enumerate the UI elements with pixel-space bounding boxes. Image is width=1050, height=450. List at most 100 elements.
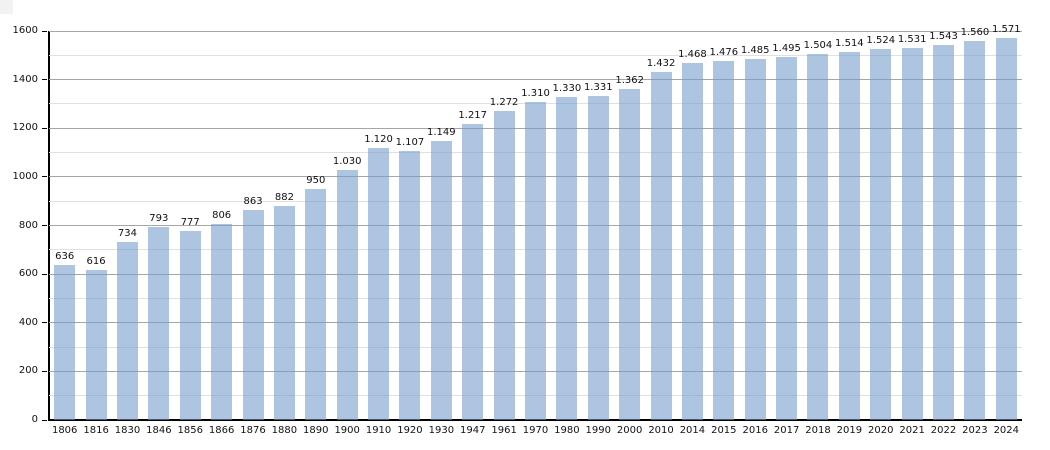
y-axis-label: 1200 xyxy=(12,122,38,134)
x-axis-label: 2014 xyxy=(679,425,706,436)
bar-1880 xyxy=(273,205,295,420)
bar-value-label: 1.485 xyxy=(740,44,770,56)
bar-value-label: 734 xyxy=(117,227,137,239)
bar-value-label: 1.272 xyxy=(489,96,519,108)
bar-1990 xyxy=(587,96,609,420)
bar-1910 xyxy=(368,147,390,420)
bar-1920 xyxy=(399,150,421,420)
bar-1806 xyxy=(54,265,76,420)
y-axis-tick xyxy=(42,273,47,275)
bar-value-label: 1.217 xyxy=(458,110,488,122)
bar-value-label: 863 xyxy=(243,196,263,208)
y-axis-label: 800 xyxy=(18,219,38,231)
bar-2023 xyxy=(964,40,986,420)
bar-value-label: 806 xyxy=(212,210,232,222)
bar-value-label: 1.120 xyxy=(364,133,393,145)
major-gridline xyxy=(49,79,1022,81)
bar-value-label: 1.310 xyxy=(521,87,550,99)
y-axis-tick xyxy=(42,419,47,421)
bar-1876 xyxy=(242,210,264,420)
bar-value-label: 1.030 xyxy=(332,155,362,167)
bar-1856 xyxy=(179,231,201,420)
x-axis-label: 1980 xyxy=(554,425,580,436)
bar-value-label: 950 xyxy=(306,175,326,187)
bar-2021 xyxy=(901,47,923,420)
x-axis-label: 2000 xyxy=(616,425,643,436)
bar-value-label: 1.543 xyxy=(929,30,958,42)
y-axis-tick xyxy=(42,127,47,129)
bar-1970 xyxy=(525,101,546,420)
bar-1816 xyxy=(85,270,107,420)
bar-value-label: 1.495 xyxy=(772,42,801,54)
bar-1900 xyxy=(336,169,358,420)
bar-value-label: 777 xyxy=(180,217,200,229)
x-axis-label: 2019 xyxy=(836,425,863,436)
bar-value-label: 1.331 xyxy=(583,82,613,94)
bar-1980 xyxy=(556,96,578,420)
bar-2000 xyxy=(619,88,641,420)
x-axis-label: 1876 xyxy=(240,425,266,436)
y-axis-tick xyxy=(42,370,47,372)
x-axis-label: 2010 xyxy=(648,425,674,436)
plot-area: 636 616 734 793 777 806 863 882 950 1.030 1.120 1.1… xyxy=(48,24,1022,421)
bar-value-label: 1.362 xyxy=(615,74,644,86)
bar-2016 xyxy=(744,58,766,420)
x-axis-label: 1961 xyxy=(491,425,517,436)
bar-value-label: 882 xyxy=(274,191,294,203)
x-axis-label: 1910 xyxy=(365,425,392,436)
x-axis-label: 1890 xyxy=(303,425,329,436)
bar-1930 xyxy=(430,140,452,420)
bar-2010 xyxy=(650,71,672,420)
x-axis-label: 2018 xyxy=(805,425,831,436)
bar-2020 xyxy=(870,49,892,420)
x-axis-label: 1930 xyxy=(428,425,455,436)
x-axis-label: 1990 xyxy=(585,425,611,436)
bar-value-label: 636 xyxy=(55,251,75,263)
bar-value-label: 1.432 xyxy=(646,57,676,69)
corner-artifact xyxy=(0,0,13,14)
x-axis-label: 1947 xyxy=(459,425,486,436)
x-axis-label: 1846 xyxy=(146,425,172,436)
x-axis-label: 2020 xyxy=(868,425,894,436)
minor-gridline xyxy=(49,54,1022,56)
x-axis-label: 1866 xyxy=(208,425,235,436)
bar-1890 xyxy=(305,189,327,420)
x-axis-label: 1920 xyxy=(397,425,423,436)
bar-1947 xyxy=(462,124,484,420)
bar-value-label: 1.149 xyxy=(427,126,456,138)
x-axis-label: 2024 xyxy=(993,425,1020,436)
y-axis-label: 400 xyxy=(18,316,38,328)
y-axis-label: 0 xyxy=(31,414,38,425)
bar-value-label: 1.504 xyxy=(803,40,833,52)
bar-2015 xyxy=(713,61,735,420)
x-axis-label: 2016 xyxy=(742,425,768,436)
x-axis-label: 2017 xyxy=(773,425,800,436)
bar-value-label: 1.524 xyxy=(866,35,896,47)
bar-value-label: 1.531 xyxy=(897,33,927,45)
x-axis-label: 1880 xyxy=(271,425,298,436)
y-axis-label: 200 xyxy=(18,365,38,377)
bar-2018 xyxy=(807,54,829,420)
y-axis-label: 1600 xyxy=(12,25,38,36)
y-axis xyxy=(48,31,50,420)
major-gridline xyxy=(49,30,1022,32)
y-axis-tick xyxy=(42,176,47,178)
bar-2014 xyxy=(681,63,703,420)
bar-1866 xyxy=(211,224,233,420)
x-axis-label: 2022 xyxy=(930,425,957,436)
x-axis-label: 1900 xyxy=(334,425,360,436)
x-axis-label: 1856 xyxy=(177,425,203,436)
y-axis-tick xyxy=(42,225,47,226)
y-axis-label: 600 xyxy=(18,268,38,280)
x-axis-label: 1970 xyxy=(522,425,549,436)
y-axis-label: 1000 xyxy=(12,170,38,182)
bar-value-label: 1.560 xyxy=(960,26,990,38)
bar-value-label: 1.330 xyxy=(552,82,582,94)
bar-1830 xyxy=(116,241,138,420)
bar-value-label: 1.107 xyxy=(395,136,425,148)
x-axis-label: 1816 xyxy=(83,425,109,436)
x-axis-label: 1830 xyxy=(114,425,141,436)
bar-value-label: 1.571 xyxy=(991,24,1021,36)
y-axis-tick xyxy=(42,30,47,32)
